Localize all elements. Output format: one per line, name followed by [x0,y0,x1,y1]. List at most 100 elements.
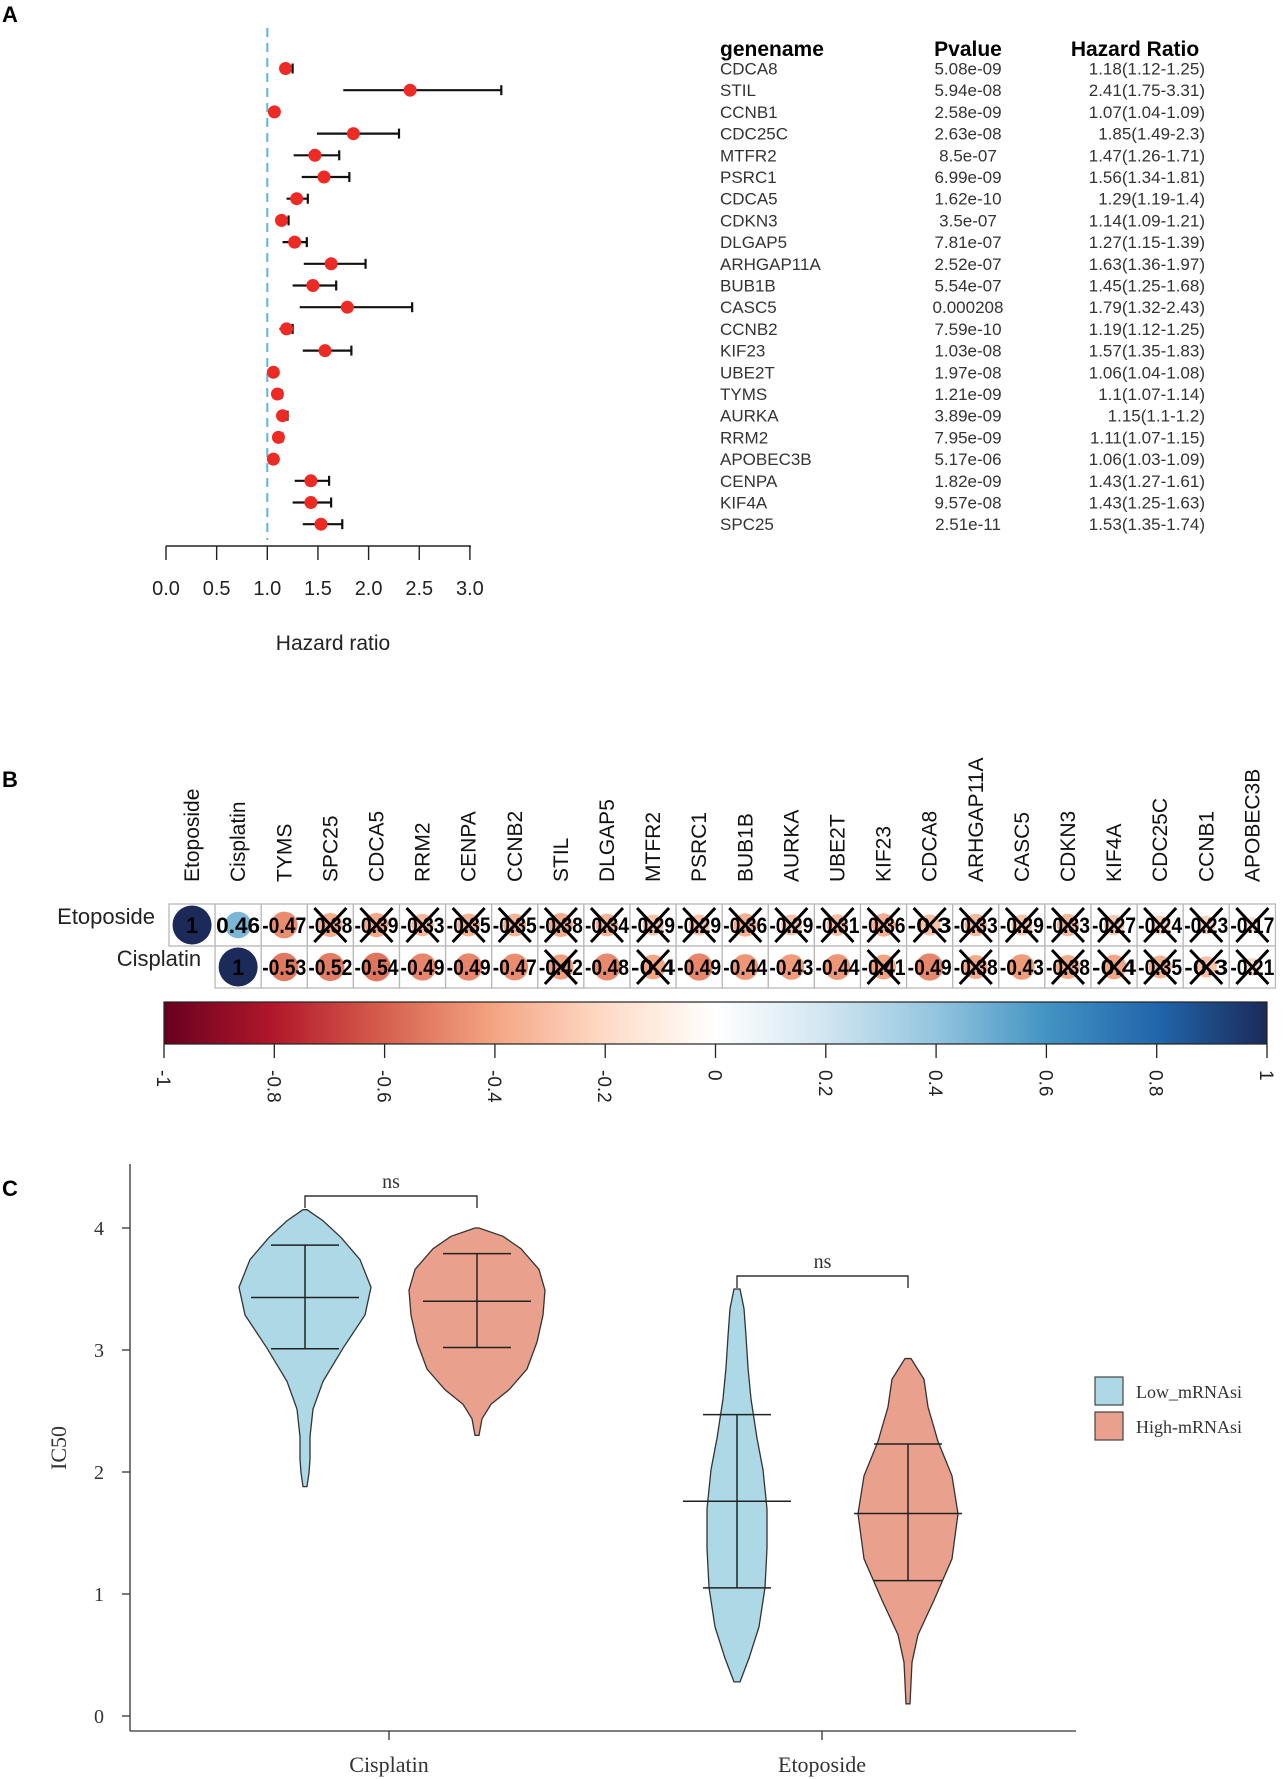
p-value: 1.97e-08 [934,363,1001,382]
non-significant-cross [958,948,993,986]
legend-swatch [1094,1376,1124,1406]
hazard-ratio-value: 1.43(1.27-1.61) [1089,472,1205,491]
panel-label-c: C [2,1176,18,1201]
hr-point [279,62,293,75]
non-significant-cross [1143,906,1178,944]
non-significant-cross [405,906,440,944]
p-value: 9.57e-08 [934,494,1001,513]
non-significant-cross [359,906,394,944]
correlation-circle [172,905,212,945]
correlation-circle [778,954,805,980]
correlation-value: -0.4 [1092,955,1137,980]
hazard-table: genename Pvalue Hazard Ratio CDCA8 5.08e-… [720,38,1205,534]
correlation-value: -0.27 [1092,913,1136,938]
correlation-value: -0.49 [908,955,952,980]
hr-point [280,322,294,336]
hazard-ratio-value: 2.41(1.75-3.31) [1089,81,1205,100]
violin-plot: 0 1 2 3 4 Cisplatin Etoposide ns ns IC50 Low_mR… [46,1164,1242,1777]
colorbar-tick-label: 0 [704,1070,725,1081]
significance-label: ns [814,1251,832,1273]
hr-point [346,127,360,141]
hr-point [314,517,328,531]
hr-point [266,452,280,466]
non-significant-cross [1189,906,1224,944]
correlation-value: -0.33 [954,913,998,938]
hr-point [270,387,284,401]
hr-point [304,496,318,509]
correlation-value: -0.54 [354,955,399,980]
p-value: 2.58e-09 [934,103,1001,122]
correlation-value: -0.3 [1184,955,1228,980]
hr-point [324,257,338,271]
gene-name: AURKA [720,407,779,426]
gene-name: ARHGAP11A [720,255,821,274]
hazard-ratio-value: 1.19(1.12-1.25) [1089,320,1205,339]
y-tick-label: 3 [94,1340,104,1362]
hr-point [306,279,320,292]
correlation-value: -0.35 [1138,955,1182,980]
x-tick-label: 3.0 [456,578,484,600]
heatmap-cell [1228,945,1277,989]
column-label: SPC25 [319,815,342,882]
non-significant-cross [866,906,901,944]
non-significant-cross [497,906,532,944]
gene-name: BUB1B [720,277,776,296]
hazard-ratio-value: 1.06(1.03-1.09) [1089,450,1205,469]
gene-name: MTFR2 [720,146,777,165]
correlation-value: -0.43 [1000,955,1044,980]
row-label: Cisplatin [117,946,201,971]
p-value: 3.5e-07 [939,211,997,230]
gene-name: CASC5 [720,298,777,317]
p-value: 2.51e-11 [935,515,1001,534]
correlation-value: -0.17 [1230,913,1274,938]
correlation-value: -0.44 [815,955,860,980]
column-label: TYMS [273,824,296,882]
column-label: Etoposide [181,789,204,882]
correlation-value: -0.48 [585,955,629,980]
non-significant-cross [912,906,947,944]
correlation-value: -0.29 [677,913,721,938]
p-value: 6.99e-09 [934,168,1001,187]
correlation-value: -0.36 [862,913,906,938]
heatmap-cell [1044,903,1092,947]
gene-name: CDCA5 [720,190,778,209]
p-value: 3.89e-09 [934,407,1001,426]
colorbar-tick-label: -1 [152,1070,173,1087]
correlation-circle [224,911,252,939]
gene-name: KIF4A [720,494,768,513]
legend-label: Low_mRNAsi [1136,1382,1242,1402]
p-value: 1.21e-09 [934,385,1001,404]
hazard-ratio-value: 1.63(1.36-1.97) [1089,255,1205,274]
x-tick-label: Etoposide [778,1752,866,1777]
gene-name: CDKN3 [720,211,778,230]
gene-name: UBE2T [720,363,775,382]
hazard-ratio-value: 1.18(1.12-1.25) [1089,60,1205,79]
correlation-value: -0.49 [447,955,491,980]
column-label: APOBEC3B [1241,769,1264,882]
x-tick-label: 0.5 [203,578,231,600]
hr-point [340,300,354,314]
correlation-value: -0.35 [493,913,537,938]
hazard-ratio-value: 1.07(1.04-1.09) [1089,103,1205,122]
correlation-heatmap: Etoposide Cisplatin TYMS SPC25 CDCA5 RRM2 CENP… [57,758,1277,1103]
colorbar: -1 -0.8 -0.6 -0.4 -0.2 0 0.2 0.4 0.6 0.8 1 [152,1001,1276,1103]
non-significant-cross [543,948,578,986]
column-label: BUB1B [734,813,757,882]
legend-label: High-mRNAsi [1136,1417,1242,1437]
non-significant-cross [1189,948,1224,986]
correlation-value: -0.29 [631,913,675,938]
non-significant-cross [1235,906,1270,944]
violin-y-label: IC50 [46,1426,71,1470]
non-significant-cross [635,948,671,986]
p-value: 5.54e-07 [934,277,1001,296]
correlation-value: 1 [186,913,198,938]
colorbar-tick-label: -0.2 [593,1070,614,1103]
hr-point [271,430,285,444]
correlation-value: 1 [232,955,244,980]
column-label: KIF23 [873,826,896,882]
gene-name: PSRC1 [720,168,777,187]
correlation-circle [408,953,437,981]
correlation-value: -0.42 [539,955,583,980]
p-value: 5.08e-09 [934,60,1001,79]
